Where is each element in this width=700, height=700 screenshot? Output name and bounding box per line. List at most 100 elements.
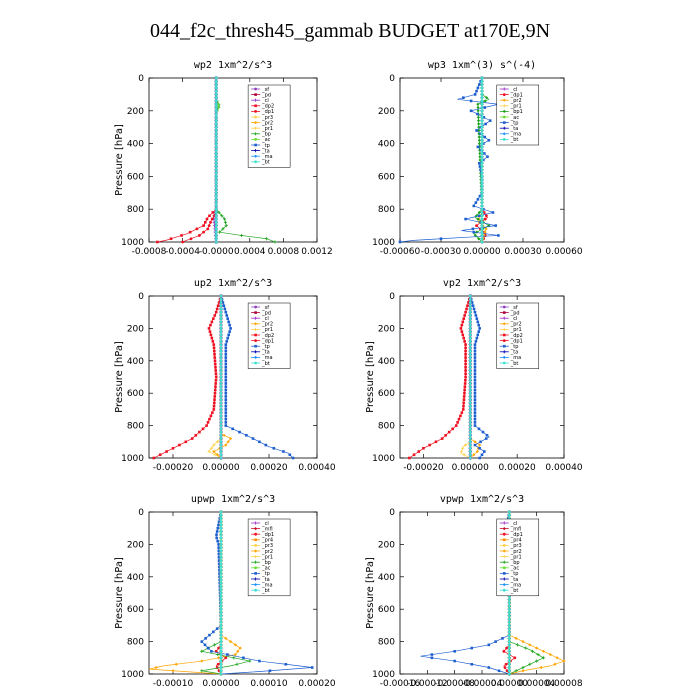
data-point	[219, 672, 223, 676]
data-point	[464, 443, 468, 447]
data-point	[219, 294, 223, 298]
data-point	[282, 450, 285, 453]
data-point	[468, 333, 472, 337]
data-point	[219, 513, 223, 517]
data-point	[288, 453, 292, 457]
data-point	[219, 653, 223, 656]
plot-frame	[148, 77, 318, 243]
legend-marker	[254, 110, 258, 113]
data-point	[214, 365, 217, 369]
data-point	[236, 649, 240, 653]
data-point	[475, 336, 479, 340]
data-point	[214, 207, 218, 211]
data-point	[482, 116, 486, 119]
data-point	[473, 93, 477, 96]
data-point	[217, 562, 221, 566]
data-point	[453, 650, 456, 653]
legend-entry: _pd	[261, 92, 271, 98]
data-point	[472, 453, 476, 457]
x-tick-label: -0.0000	[199, 247, 234, 257]
data-point	[464, 310, 467, 314]
data-point	[480, 99, 484, 103]
y-tick-label: 0	[389, 74, 395, 84]
series-dp2	[156, 76, 218, 244]
data-point	[219, 601, 223, 605]
data-point	[459, 414, 462, 418]
data-point	[468, 320, 472, 324]
x-tick-label: -0.00060	[380, 247, 421, 257]
legend-entry: _dp1	[261, 338, 274, 344]
data-point	[219, 607, 223, 611]
legend-entry: _ma	[261, 154, 272, 160]
data-point	[214, 86, 218, 90]
data-point	[468, 417, 472, 421]
data-point	[480, 125, 484, 129]
data-point	[480, 79, 484, 83]
data-point	[477, 161, 481, 165]
data-point	[229, 327, 232, 330]
data-point	[468, 440, 472, 444]
x-tick-label: 0.00040	[298, 463, 335, 473]
legend-entry: _pr2	[261, 322, 273, 328]
data-point	[497, 669, 501, 673]
data-point	[224, 636, 228, 640]
data-point	[216, 662, 220, 666]
data-point	[229, 640, 233, 644]
legend-marker	[254, 115, 258, 119]
legend-marker	[502, 555, 506, 559]
legend-entry: _dp2	[261, 104, 274, 110]
data-point	[214, 79, 218, 83]
data-point	[219, 391, 223, 395]
data-point	[480, 220, 484, 224]
data-point	[219, 369, 223, 372]
legend-marker	[502, 538, 506, 542]
data-point	[463, 388, 466, 392]
data-point	[221, 227, 225, 231]
data-point	[219, 549, 223, 553]
data-point	[476, 217, 480, 221]
plot-frame	[148, 295, 318, 459]
legend-entry: _ta	[261, 577, 270, 583]
data-point	[258, 659, 261, 663]
data-point	[206, 227, 210, 231]
data-point	[214, 115, 218, 119]
data-point	[475, 230, 479, 234]
data-point	[156, 240, 159, 244]
data-point	[507, 510, 511, 514]
legend: _sf_pd_cl_dp2_dp1_pr3_pr2_pr1_bp_ac_tp_t…	[247, 84, 291, 168]
data-point	[462, 395, 466, 398]
y-tick-label: 400	[127, 140, 144, 150]
data-point	[219, 575, 223, 579]
data-point	[214, 106, 218, 109]
legend-entry: _pr1	[261, 554, 273, 560]
data-point	[468, 294, 472, 298]
series-line-pr2	[148, 512, 241, 675]
data-point	[461, 446, 465, 450]
data-point	[203, 221, 207, 224]
legend-marker	[254, 344, 257, 348]
data-point	[219, 604, 223, 608]
data-point	[480, 194, 484, 198]
legend-marker	[254, 566, 258, 570]
data-point	[473, 369, 477, 372]
data-point	[476, 86, 480, 90]
series-bt	[480, 76, 484, 244]
data-point	[213, 388, 217, 392]
data-point	[507, 604, 511, 608]
data-point	[487, 139, 491, 142]
legend-marker	[502, 549, 506, 553]
data-point	[447, 430, 451, 434]
legend-marker	[254, 160, 258, 164]
data-point	[214, 155, 218, 159]
panel-title: up2 1xm^2/s^3	[194, 278, 272, 289]
data-point	[206, 421, 210, 424]
data-point	[214, 237, 218, 241]
data-point	[462, 401, 466, 405]
data-point	[480, 109, 484, 113]
data-point	[463, 382, 467, 385]
legend-marker	[502, 138, 506, 141]
panel-6: vpwp 1xm^2/s^302004006008001000-0.00016-…	[365, 494, 583, 689]
data-point	[480, 217, 484, 221]
data-point	[507, 653, 511, 656]
data-point	[224, 353, 228, 356]
